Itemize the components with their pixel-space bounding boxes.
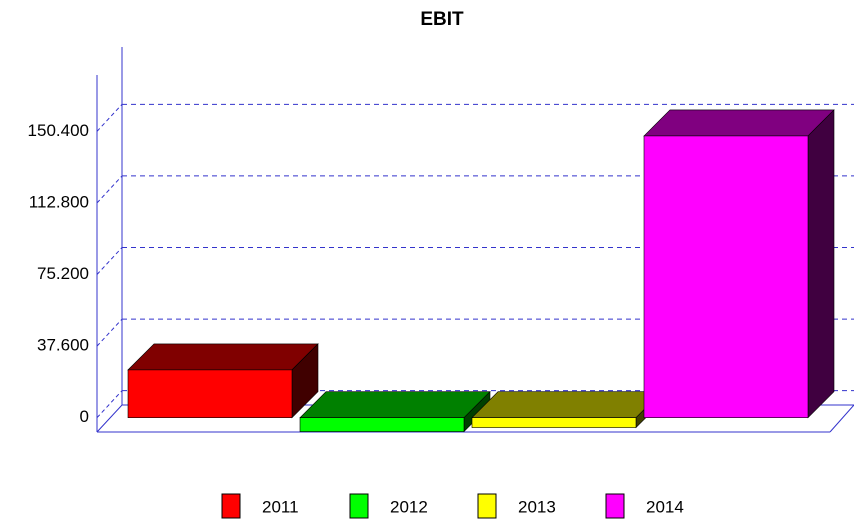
y-tick-label: 37.600 bbox=[37, 336, 89, 355]
legend-label: 2014 bbox=[646, 497, 684, 516]
bar-side bbox=[807, 109, 835, 419]
legend-label: 2012 bbox=[390, 497, 428, 516]
legend-swatch bbox=[605, 493, 625, 519]
bar bbox=[471, 417, 637, 428]
bar-top bbox=[127, 343, 319, 371]
legend-label: 2011 bbox=[262, 497, 299, 516]
bar bbox=[299, 417, 465, 432]
bar-top bbox=[299, 391, 491, 418]
bar bbox=[643, 135, 809, 418]
bar-top bbox=[643, 109, 835, 137]
y-tick-label: 75.200 bbox=[37, 264, 89, 283]
chart-title: EBIT bbox=[420, 9, 464, 30]
y-tick-label: 0 bbox=[80, 407, 89, 426]
grid-diagonal bbox=[96, 390, 123, 419]
floor-side bbox=[829, 404, 854, 433]
y-tick-label: 150.400 bbox=[28, 121, 89, 140]
bar bbox=[127, 369, 293, 418]
grid-diagonal bbox=[96, 104, 123, 132]
y-tick-label: 112.800 bbox=[29, 192, 89, 211]
legend-swatch bbox=[221, 493, 241, 519]
legend-swatch bbox=[349, 493, 369, 519]
bar-top bbox=[471, 391, 663, 418]
legend-swatch bbox=[477, 493, 497, 519]
grid-diagonal bbox=[96, 175, 123, 204]
grid-diagonal bbox=[96, 318, 123, 347]
legend-label: 2013 bbox=[518, 497, 556, 516]
grid-diagonal bbox=[96, 247, 123, 275]
